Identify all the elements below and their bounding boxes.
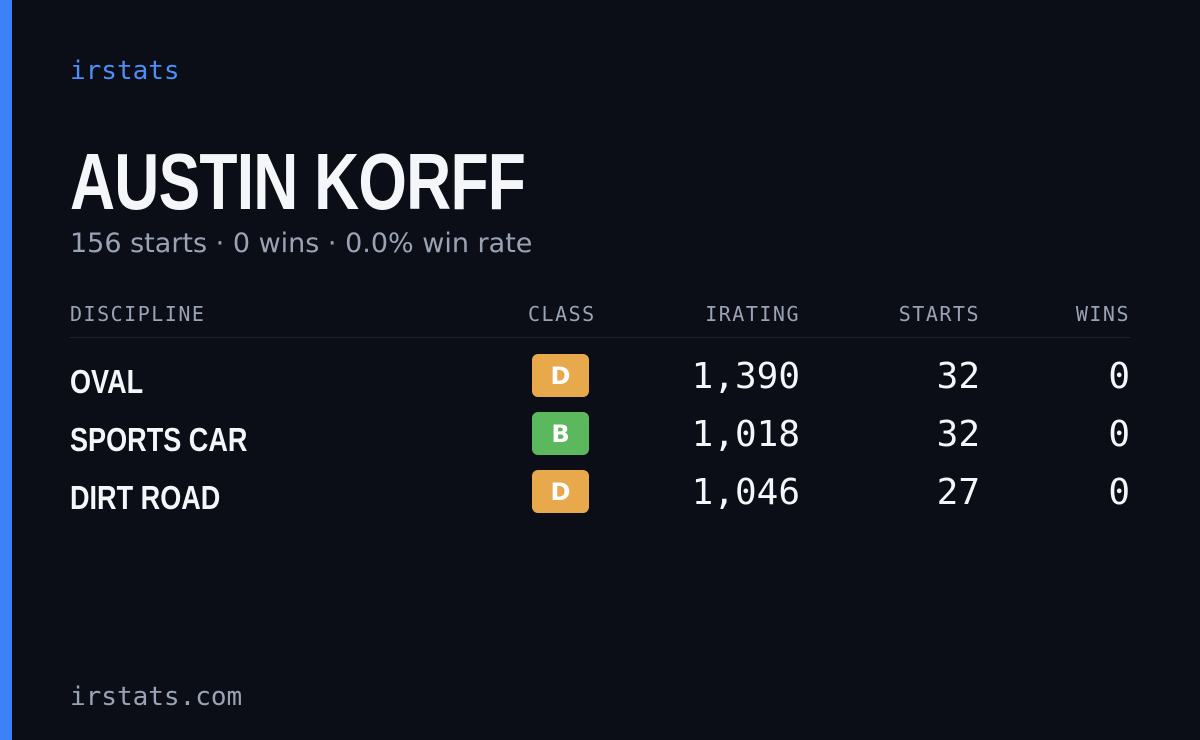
irating: 1,390 — [691, 356, 800, 397]
brand: irstats — [70, 56, 180, 86]
discipline: OVAL — [70, 363, 144, 400]
column-header: DISCIPLINE — [70, 302, 206, 326]
column-header: WINS — [1075, 302, 1130, 326]
accent-stripe — [0, 0, 12, 740]
class-badge: D — [532, 354, 589, 397]
starts: 32 — [936, 356, 980, 397]
column-header: CLASS — [528, 302, 596, 326]
class-badge: B — [532, 412, 589, 455]
column-header: IRATING — [705, 302, 800, 326]
wins: 0 — [1108, 414, 1130, 455]
discipline: SPORTS CAR — [70, 421, 248, 458]
irating: 1,018 — [691, 414, 800, 455]
driver-summary: 156 starts · 0 wins · 0.0% win rate — [70, 228, 533, 259]
discipline: DIRT ROAD — [70, 479, 221, 516]
wins: 0 — [1108, 356, 1130, 397]
footer: irstats.com — [70, 682, 243, 712]
wins: 0 — [1108, 472, 1130, 513]
class-badge: D — [532, 470, 589, 513]
starts: 27 — [936, 472, 980, 513]
header-rule — [70, 337, 1130, 338]
starts: 32 — [936, 414, 980, 455]
irating: 1,046 — [691, 472, 800, 513]
driver-name: AUSTIN KORFF — [70, 137, 526, 226]
column-header: STARTS — [898, 302, 980, 326]
